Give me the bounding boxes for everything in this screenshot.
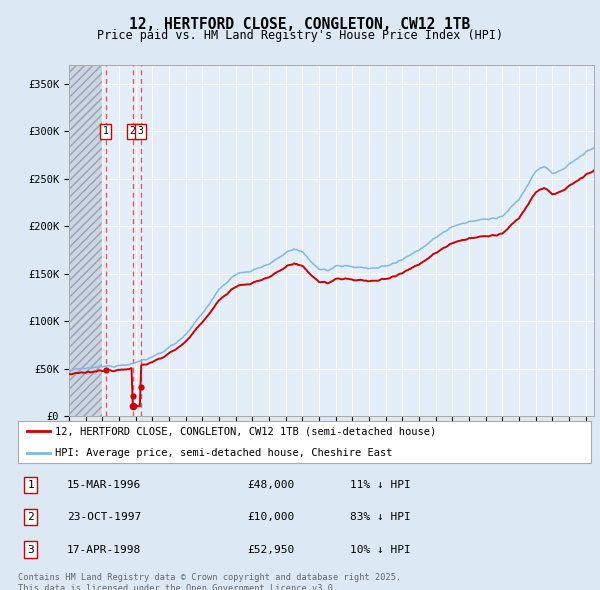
Bar	[69, 65, 103, 416]
Text: £52,950: £52,950	[247, 545, 295, 555]
Text: 83% ↓ HPI: 83% ↓ HPI	[350, 512, 411, 522]
Text: Contains HM Land Registry data © Crown copyright and database right 2025.
This d: Contains HM Land Registry data © Crown c…	[18, 573, 401, 590]
Text: 1: 1	[27, 480, 34, 490]
Text: 17-APR-1998: 17-APR-1998	[67, 545, 141, 555]
Text: 1: 1	[103, 126, 109, 136]
Text: 15-MAR-1996: 15-MAR-1996	[67, 480, 141, 490]
Text: 2: 2	[130, 126, 136, 136]
Text: 11% ↓ HPI: 11% ↓ HPI	[350, 480, 411, 490]
Text: 3: 3	[137, 126, 143, 136]
Text: 12, HERTFORD CLOSE, CONGLETON, CW12 1TB: 12, HERTFORD CLOSE, CONGLETON, CW12 1TB	[130, 17, 470, 31]
Text: 12, HERTFORD CLOSE, CONGLETON, CW12 1TB (semi-detached house): 12, HERTFORD CLOSE, CONGLETON, CW12 1TB …	[55, 427, 436, 436]
Text: £48,000: £48,000	[247, 480, 295, 490]
Text: Price paid vs. HM Land Registry's House Price Index (HPI): Price paid vs. HM Land Registry's House …	[97, 29, 503, 42]
Text: 2: 2	[27, 512, 34, 522]
Text: 3: 3	[27, 545, 34, 555]
Text: 10% ↓ HPI: 10% ↓ HPI	[350, 545, 411, 555]
Text: £10,000: £10,000	[247, 512, 295, 522]
Text: HPI: Average price, semi-detached house, Cheshire East: HPI: Average price, semi-detached house,…	[55, 448, 393, 457]
Text: 23-OCT-1997: 23-OCT-1997	[67, 512, 141, 522]
